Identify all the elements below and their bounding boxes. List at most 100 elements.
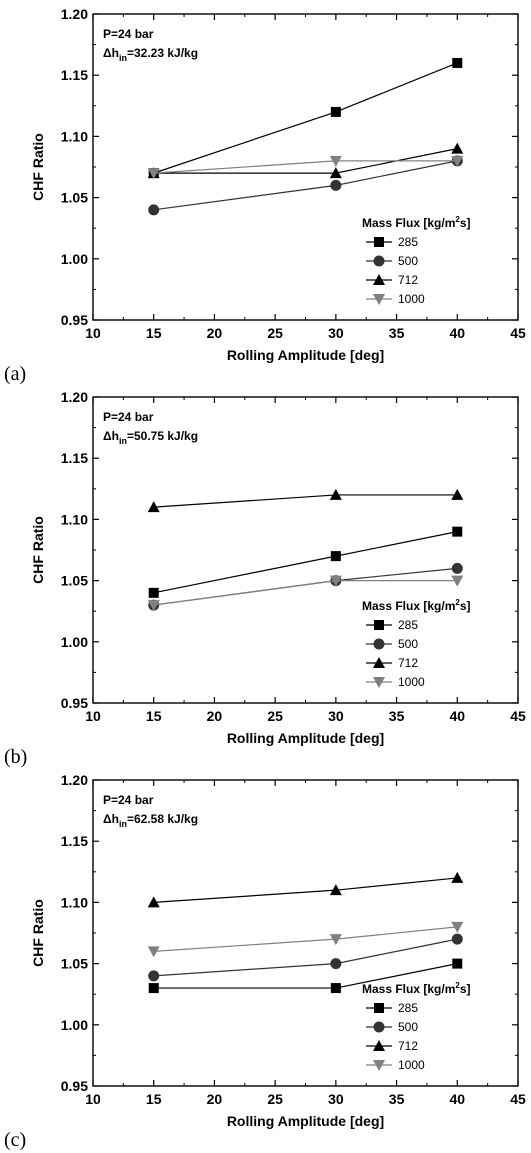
x-tick-label: 35 xyxy=(389,1091,405,1107)
legend-label: 500 xyxy=(398,1020,418,1034)
legend-label: 1000 xyxy=(398,292,425,306)
x-tick-label: 10 xyxy=(85,325,101,341)
legend-marker xyxy=(374,1003,384,1013)
x-tick-label: 45 xyxy=(510,1091,526,1107)
data-point-285 xyxy=(330,106,341,117)
x-tick-label: 45 xyxy=(510,325,526,341)
data-point-285 xyxy=(330,551,341,562)
legend-label: 1000 xyxy=(398,1058,425,1072)
data-point-1000 xyxy=(451,155,464,167)
legend-label: 712 xyxy=(398,273,418,287)
chart-panel: 10 15 20 25 30 35 40 45 0.95 1.00 1.05 1.10 1.15 1.20… xyxy=(4,389,526,768)
y-tick-label: 1.00 xyxy=(61,1017,88,1033)
data-point-500 xyxy=(330,179,342,191)
data-point-285 xyxy=(452,958,463,969)
data-point-712 xyxy=(147,896,160,908)
data-point-1000 xyxy=(329,575,342,587)
legend-label: 712 xyxy=(398,1039,418,1053)
legend-label: 285 xyxy=(398,618,418,632)
y-tick-label: 1.20 xyxy=(61,772,88,788)
data-point-712 xyxy=(147,501,160,513)
x-tick-label: 20 xyxy=(207,325,223,341)
data-point-500 xyxy=(451,562,463,574)
y-tick-label: 1.05 xyxy=(61,956,88,972)
x-tick-label: 25 xyxy=(267,708,283,724)
legend-title: Mass Flux [kg/m2s] xyxy=(362,215,470,230)
legend-label: 1000 xyxy=(398,675,425,689)
y-axis-label: CHF Ratio xyxy=(30,516,46,584)
x-tick-label: 45 xyxy=(510,708,526,724)
y-tick-label: 1.00 xyxy=(61,251,88,267)
x-tick-label: 30 xyxy=(328,325,344,341)
series-line-500 xyxy=(153,160,458,211)
series-line-1000 xyxy=(153,160,458,174)
data-point-500 xyxy=(148,970,160,982)
data-point-500 xyxy=(148,204,160,216)
legend-marker xyxy=(373,1021,385,1033)
legend-label: 712 xyxy=(398,656,418,670)
y-tick-label: 1.00 xyxy=(61,634,88,650)
legend-marker xyxy=(373,274,385,285)
x-tick-label: 25 xyxy=(267,1091,283,1107)
x-tick-label: 15 xyxy=(146,325,162,341)
enthalpy-annotation: Δhin=50.75 kJ/kg xyxy=(103,429,198,446)
y-axis-label: CHF Ratio xyxy=(30,133,46,201)
data-point-712 xyxy=(329,884,342,896)
data-point-285 xyxy=(148,587,159,598)
data-point-285 xyxy=(452,57,463,68)
x-tick-label: 40 xyxy=(449,708,465,724)
data-point-285 xyxy=(148,983,159,994)
x-axis-label: Rolling Amplitude [deg] xyxy=(227,730,384,746)
x-tick-label: 35 xyxy=(389,325,405,341)
x-tick-label: 40 xyxy=(449,325,465,341)
legend-marker xyxy=(374,237,384,247)
series-line-712 xyxy=(153,877,458,903)
enthalpy-annotation: Δhin=32.23 kJ/kg xyxy=(103,46,198,63)
legend-marker xyxy=(373,1040,385,1051)
series-line-712 xyxy=(153,494,458,508)
series-line-500 xyxy=(153,938,458,977)
y-tick-label: 1.15 xyxy=(61,833,88,849)
legend-marker xyxy=(373,657,385,668)
x-axis-label: Rolling Amplitude [deg] xyxy=(227,347,384,363)
legend-label: 500 xyxy=(398,254,418,268)
x-tick-label: 20 xyxy=(207,708,223,724)
data-point-1000 xyxy=(329,155,342,167)
legend-label: 285 xyxy=(398,1001,418,1015)
series-line-285 xyxy=(153,531,458,594)
y-tick-label: 1.05 xyxy=(61,573,88,589)
data-point-712 xyxy=(329,488,342,500)
x-tick-label: 30 xyxy=(328,1091,344,1107)
data-point-1000 xyxy=(451,575,464,587)
pressure-annotation: P=24 bar xyxy=(103,410,154,424)
legend-label: 500 xyxy=(398,637,418,651)
y-tick-label: 1.10 xyxy=(61,128,88,144)
data-point-1000 xyxy=(147,946,160,958)
pressure-annotation: P=24 bar xyxy=(103,27,154,41)
x-axis-label: Rolling Amplitude [deg] xyxy=(227,1113,384,1129)
data-point-712 xyxy=(451,488,464,500)
chart-panel: 10 15 20 25 30 35 40 45 0.95 1.00 1.05 1.10 1.15 1.20… xyxy=(4,772,526,1151)
y-tick-label: 1.15 xyxy=(61,450,88,466)
y-tick-label: 0.95 xyxy=(61,1078,88,1094)
x-tick-label: 25 xyxy=(267,325,283,341)
x-tick-label: 10 xyxy=(85,1091,101,1107)
data-point-1000 xyxy=(147,168,160,180)
legend-marker xyxy=(373,255,385,267)
x-tick-label: 15 xyxy=(146,708,162,724)
data-point-1000 xyxy=(147,600,160,612)
y-tick-label: 1.10 xyxy=(61,511,88,527)
data-point-285 xyxy=(452,526,463,537)
x-tick-label: 15 xyxy=(146,1091,162,1107)
data-point-712 xyxy=(451,871,464,883)
data-point-712 xyxy=(451,142,464,154)
data-point-500 xyxy=(330,958,342,970)
panel-label: (b) xyxy=(4,746,27,768)
legend-marker xyxy=(374,620,384,630)
y-tick-label: 1.20 xyxy=(61,6,88,22)
y-tick-label: 1.20 xyxy=(61,389,88,405)
chart-panel: 10 15 20 25 30 35 40 45 0.95 1.00 1.05 1.10 1.15 1.20… xyxy=(4,6,526,385)
panel-label: (a) xyxy=(4,363,26,385)
pressure-annotation: P=24 bar xyxy=(103,793,154,807)
